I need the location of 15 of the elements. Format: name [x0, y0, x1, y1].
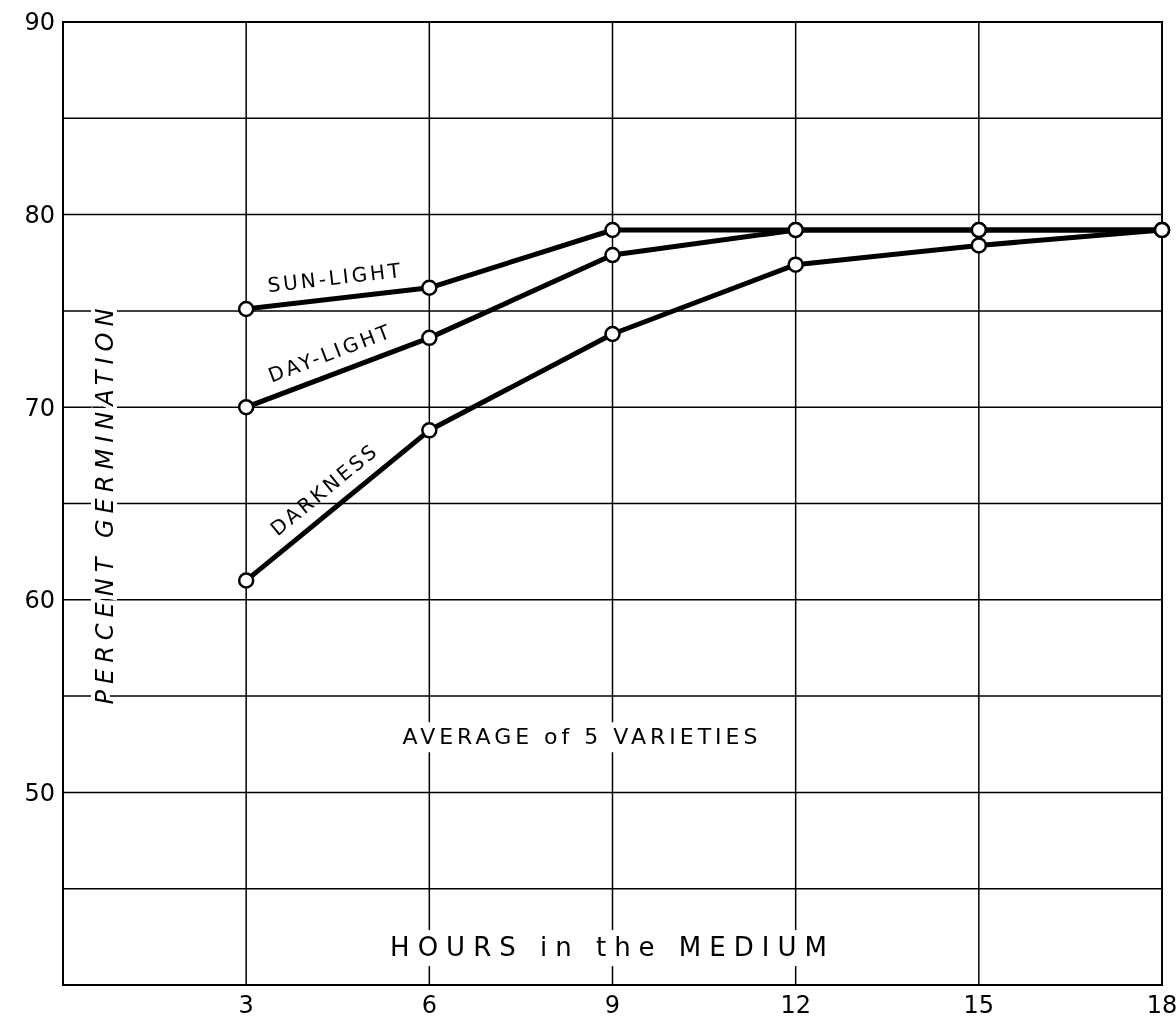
x-tick-label: 12 — [780, 991, 811, 1019]
x-tick-label: 3 — [238, 991, 254, 1019]
y-tick-label: 60 — [24, 586, 55, 615]
y-tick-label: 80 — [24, 201, 55, 229]
x-tick-label: 6 — [421, 991, 437, 1019]
y-tick-label: 70 — [24, 393, 55, 422]
y-tick-label: 90 — [24, 8, 55, 37]
annotation: AVERAGE of 5 VARIETIES — [402, 724, 762, 750]
x-axis-title: HOURS in the MEDIUM — [390, 932, 835, 963]
x-tick-label: 18 — [1146, 991, 1176, 1019]
text: SUN-LIGHT — [266, 257, 405, 298]
x-tick-label: 9 — [604, 991, 621, 1019]
x-tick-label: 15 — [963, 991, 995, 1019]
y-axis-title: PERCENT GERMINATION — [91, 302, 119, 705]
y-tick-label: 50 — [24, 778, 55, 807]
